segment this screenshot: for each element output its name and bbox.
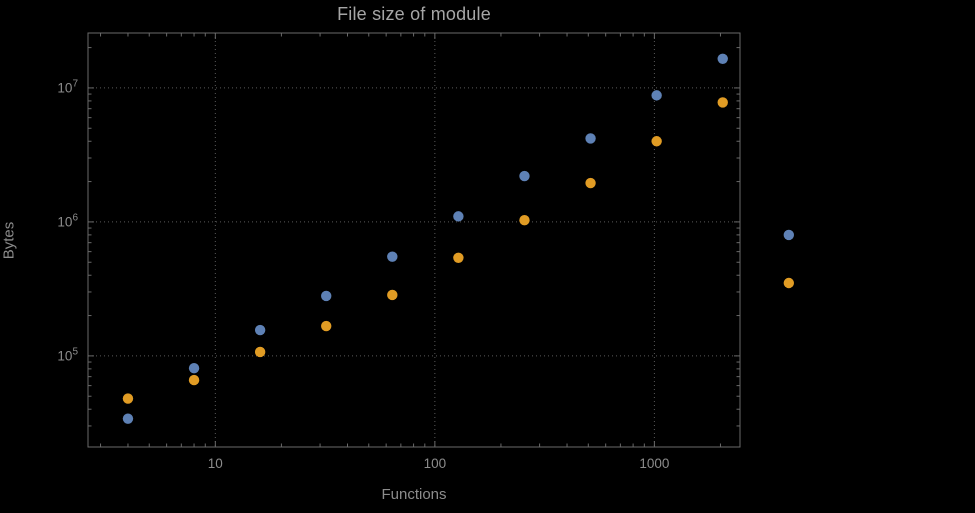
data-point-series-orange: [122, 393, 134, 404]
data-point-series-blue: [651, 90, 662, 101]
data-point-series-orange: [321, 320, 332, 332]
x-tick-label: 10: [208, 456, 223, 471]
y-axis-label: Bytes: [0, 221, 18, 260]
data-point-series-blue: [519, 170, 530, 182]
data-point-series-blue: [122, 413, 134, 424]
data-point-series-orange: [585, 177, 596, 189]
data-point-series-blue: [254, 324, 266, 336]
data-point-series-orange: [453, 252, 464, 263]
plot-frame: [87, 32, 741, 448]
x-tick-label: 100: [424, 456, 447, 471]
y-tick-label: 106: [57, 212, 78, 229]
data-point-series-orange: [254, 346, 266, 358]
data-point-series-blue: [321, 290, 332, 302]
chart-title: File size of module: [337, 4, 491, 24]
data-point-series-orange: [188, 374, 200, 386]
data-point-series-orange: [519, 214, 530, 226]
y-tick-label: 105: [57, 346, 78, 363]
data-point-series-orange: [783, 277, 795, 289]
data-point-series-blue: [188, 362, 200, 374]
x-tick-label: 1000: [639, 456, 669, 471]
y-tick-label: 107: [57, 78, 78, 95]
data-point-series-orange: [387, 289, 398, 301]
data-point-series-blue: [585, 133, 596, 144]
data-point-series-blue: [717, 53, 728, 64]
x-axis-label: Functions: [381, 486, 447, 503]
data-point-series-orange: [717, 97, 728, 108]
data-point-series-blue: [387, 251, 398, 262]
data-point-series-orange: [651, 136, 662, 147]
data-point-series-blue: [453, 211, 464, 222]
data-point-series-blue: [783, 229, 795, 241]
